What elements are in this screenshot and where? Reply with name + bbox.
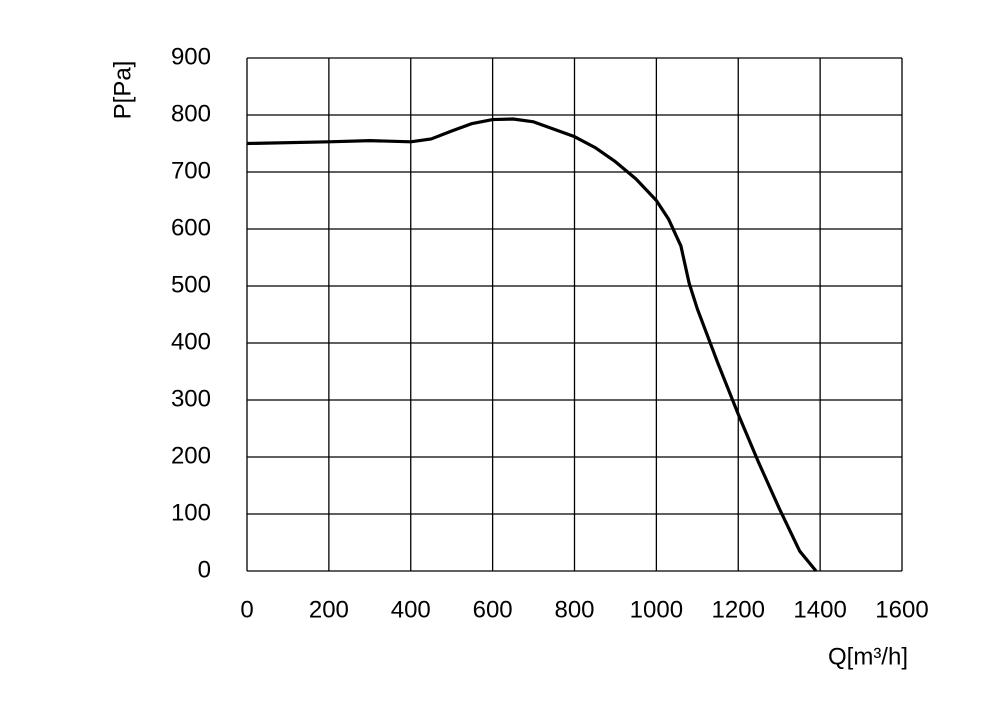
y-tick-label: 0 — [198, 556, 211, 583]
x-tick-label: 600 — [473, 596, 513, 623]
x-tick-label: 200 — [309, 596, 349, 623]
y-tick-label: 700 — [171, 157, 211, 184]
y-tick-label: 600 — [171, 214, 211, 241]
x-tick-label: 800 — [554, 596, 594, 623]
x-tick-label: 1000 — [630, 596, 683, 623]
x-tick-label: 1600 — [875, 596, 928, 623]
x-tick-label: 0 — [240, 596, 253, 623]
y-tick-label: 500 — [171, 271, 211, 298]
y-tick-label: 100 — [171, 499, 211, 526]
x-tick-label: 400 — [391, 596, 431, 623]
x-tick-label: 1200 — [712, 596, 765, 623]
y-tick-label: 900 — [171, 43, 211, 70]
x-axis-label: Q[m³/h] — [828, 643, 908, 670]
data-line — [246, 117, 818, 573]
y-tick-label: 800 — [171, 100, 211, 127]
y-tick-label: 400 — [171, 328, 211, 355]
x-tick-label: 1400 — [793, 596, 846, 623]
y-tick-label: 300 — [171, 385, 211, 412]
y-tick-label: 200 — [171, 442, 211, 469]
y-axis-label: P[Pa] — [109, 61, 136, 120]
